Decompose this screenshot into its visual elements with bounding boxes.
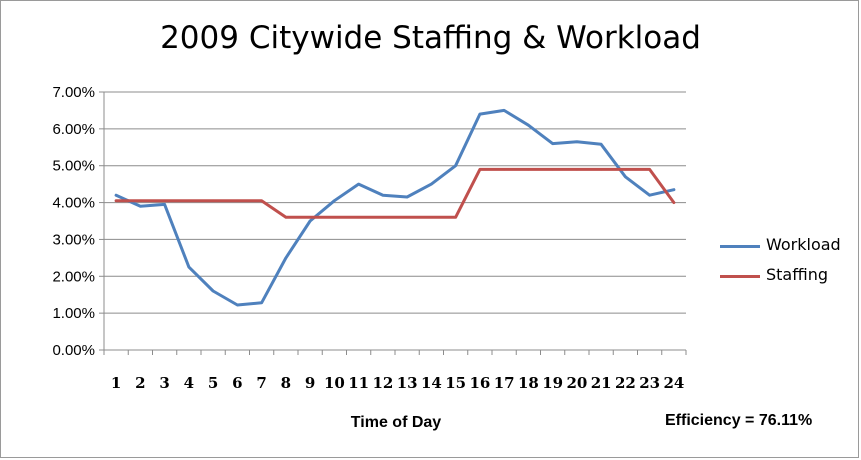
series-line-staffing bbox=[114, 167, 676, 219]
data-point-staffing bbox=[599, 168, 603, 171]
data-point-workload bbox=[211, 289, 215, 293]
data-point-staffing bbox=[575, 168, 579, 171]
x-tick-label: 13 bbox=[397, 374, 418, 392]
chart-title: 2009 Citywide Staffing & Workload bbox=[160, 20, 701, 56]
y-tick-label: 5.00% bbox=[52, 158, 95, 175]
y-tick-label: 7.00% bbox=[52, 84, 95, 101]
data-point-staffing bbox=[648, 168, 651, 171]
x-tick-label: 4 bbox=[184, 374, 194, 392]
legend-swatch-workload bbox=[720, 245, 760, 248]
data-point-workload bbox=[527, 123, 530, 127]
data-point-workload bbox=[551, 142, 554, 145]
data-point-staffing bbox=[163, 199, 166, 202]
x-tick-label: 21 bbox=[591, 374, 612, 392]
x-tick-label: 10 bbox=[324, 374, 345, 392]
data-point-workload bbox=[284, 256, 288, 260]
data-point-workload bbox=[599, 143, 603, 146]
x-axis-label: Time of Day bbox=[350, 414, 442, 431]
data-point-staffing bbox=[624, 168, 627, 171]
x-tick-label: 3 bbox=[159, 374, 169, 392]
data-point-workload bbox=[478, 112, 482, 116]
data-point-staffing bbox=[672, 201, 676, 204]
data-point-workload bbox=[236, 303, 239, 307]
data-point-staffing bbox=[260, 199, 263, 202]
data-point-workload bbox=[333, 199, 336, 202]
y-tick-label: 2.00% bbox=[52, 268, 95, 285]
series-line-workload bbox=[114, 108, 676, 307]
x-tick-label: 5 bbox=[208, 374, 218, 392]
legend-label-workload: Workload bbox=[766, 235, 841, 254]
data-point-staffing bbox=[405, 216, 409, 219]
legend-item-staffing: Staffing bbox=[716, 265, 856, 295]
data-point-staffing bbox=[381, 216, 385, 219]
x-tick-label: 22 bbox=[615, 374, 636, 392]
data-point-workload bbox=[260, 301, 263, 305]
x-tick-label: 20 bbox=[566, 374, 587, 392]
data-point-staffing bbox=[308, 216, 312, 219]
data-point-workload bbox=[405, 195, 409, 199]
data-point-workload bbox=[114, 194, 118, 197]
data-point-staffing bbox=[114, 199, 118, 202]
data-point-workload bbox=[502, 109, 506, 112]
x-tick-label: 24 bbox=[663, 374, 684, 392]
x-tick-label: 16 bbox=[469, 374, 490, 392]
y-tick-label: 4.00% bbox=[52, 195, 95, 212]
data-point-workload bbox=[624, 175, 627, 178]
x-tick-label: 15 bbox=[445, 374, 466, 392]
data-point-staffing bbox=[236, 199, 239, 202]
x-tick-label: 8 bbox=[281, 374, 291, 392]
x-tick-label: 23 bbox=[639, 374, 660, 392]
data-point-workload bbox=[430, 182, 433, 186]
efficiency-annotation: Efficiency = 76.11% bbox=[665, 412, 813, 429]
x-tick-label: 11 bbox=[348, 374, 369, 392]
data-point-staffing bbox=[187, 199, 191, 202]
x-tick-label: 17 bbox=[494, 374, 515, 392]
y-tick-label: 3.00% bbox=[52, 231, 95, 248]
data-point-workload bbox=[357, 182, 360, 186]
x-tick-label: 7 bbox=[256, 374, 266, 392]
data-point-staffing bbox=[478, 168, 482, 171]
data-point-workload bbox=[139, 205, 142, 208]
x-tick-label: 9 bbox=[305, 374, 315, 392]
data-point-staffing bbox=[454, 216, 457, 219]
data-point-workload bbox=[454, 164, 457, 167]
legend: Workload Staffing bbox=[716, 235, 856, 295]
data-point-staffing bbox=[211, 199, 215, 202]
x-tick-label: 18 bbox=[518, 374, 539, 392]
x-tick-label: 1 bbox=[111, 374, 121, 392]
data-point-staffing bbox=[357, 216, 360, 219]
data-point-staffing bbox=[551, 168, 554, 171]
data-point-workload bbox=[381, 194, 385, 197]
data-point-staffing bbox=[527, 168, 530, 171]
data-point-workload bbox=[163, 203, 166, 206]
legend-item-workload: Workload bbox=[716, 235, 856, 265]
data-point-workload bbox=[648, 194, 651, 197]
x-tick-label: 2 bbox=[135, 374, 145, 392]
legend-label-staffing: Staffing bbox=[766, 265, 828, 284]
x-tick-label: 12 bbox=[372, 374, 393, 392]
data-point-staffing bbox=[139, 199, 142, 202]
x-tick-label: 14 bbox=[421, 374, 442, 392]
y-tick-label: 6.00% bbox=[52, 121, 95, 138]
y-tick-label: 1.00% bbox=[52, 305, 95, 322]
legend-swatch-staffing bbox=[720, 275, 760, 278]
data-point-workload bbox=[672, 188, 676, 191]
data-point-staffing bbox=[333, 216, 336, 219]
data-point-staffing bbox=[284, 216, 288, 219]
data-point-staffing bbox=[430, 216, 433, 219]
x-tick-label: 19 bbox=[542, 374, 563, 392]
data-point-workload bbox=[575, 140, 579, 143]
x-tick-label: 6 bbox=[232, 374, 242, 392]
data-point-workload bbox=[187, 265, 191, 269]
data-point-workload bbox=[308, 219, 312, 223]
y-tick-label: 0.00% bbox=[52, 342, 95, 359]
data-point-staffing bbox=[502, 168, 506, 171]
